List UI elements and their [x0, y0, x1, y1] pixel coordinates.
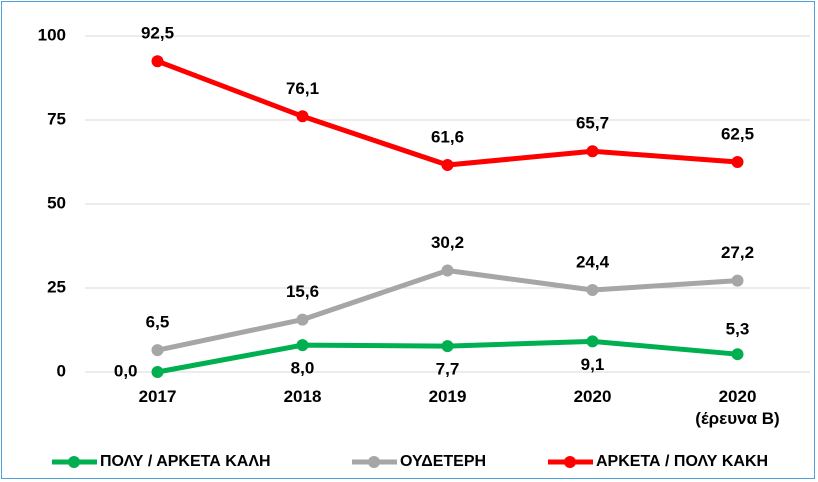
- data-label: 92,5: [141, 24, 174, 43]
- point: [731, 348, 744, 361]
- point: [151, 344, 164, 357]
- legend-label: ΠΟΛΥ / ΑΡΚΕΤΑ ΚΑΛΗ: [100, 453, 271, 470]
- x-tick-label: 2018: [283, 387, 322, 406]
- y-tick-label: 25: [47, 277, 66, 296]
- y-tick-label: 75: [47, 109, 66, 128]
- point: [441, 340, 454, 353]
- point: [731, 274, 744, 287]
- legend-marker: [368, 456, 380, 468]
- legend-label: ΑΡΚΕΤΑ / ΠΟΛΥ ΚΑΚΗ: [596, 453, 768, 470]
- point: [586, 335, 599, 348]
- x-tick-label: 2020 (έρευνα Β): [695, 387, 780, 428]
- data-label: 15,6: [286, 282, 319, 301]
- data-label: 5,3: [726, 320, 750, 339]
- point: [441, 264, 454, 277]
- point: [441, 159, 454, 172]
- point: [586, 284, 599, 297]
- point: [731, 156, 744, 168]
- legend-label: ΟΥΔΕΤΕΡΗ: [400, 453, 486, 470]
- point: [296, 339, 309, 352]
- y-tick-label: 0: [57, 361, 66, 380]
- data-label: 0,0: [114, 361, 138, 380]
- x-tick-label: 2020: [573, 387, 612, 406]
- series-line: [156, 268, 738, 353]
- data-label: 61,6: [431, 128, 464, 147]
- point: [151, 55, 164, 68]
- x-tick-label: 2019: [428, 387, 467, 406]
- data-label: 24,4: [576, 253, 610, 272]
- point: [586, 145, 599, 158]
- x-tick-label: 2017: [138, 387, 177, 406]
- data-label: 9,1: [581, 355, 605, 374]
- y-tick-label: 50: [47, 193, 66, 212]
- y-tick-label: 100: [38, 25, 66, 44]
- point: [151, 366, 164, 378]
- data-label: 6,5: [146, 313, 170, 332]
- series-line: [156, 58, 738, 168]
- point: [296, 313, 309, 326]
- point: [296, 110, 309, 123]
- legend-marker: [68, 456, 80, 468]
- data-label: 62,5: [721, 124, 754, 143]
- data-label: 8,0: [291, 359, 315, 378]
- data-label: 7,7: [436, 360, 460, 379]
- data-label: 30,2: [431, 233, 464, 252]
- legend-marker: [564, 456, 576, 468]
- data-label: 65,7: [576, 114, 609, 133]
- data-label: 27,2: [721, 243, 754, 262]
- data-label: 76,1: [286, 79, 319, 98]
